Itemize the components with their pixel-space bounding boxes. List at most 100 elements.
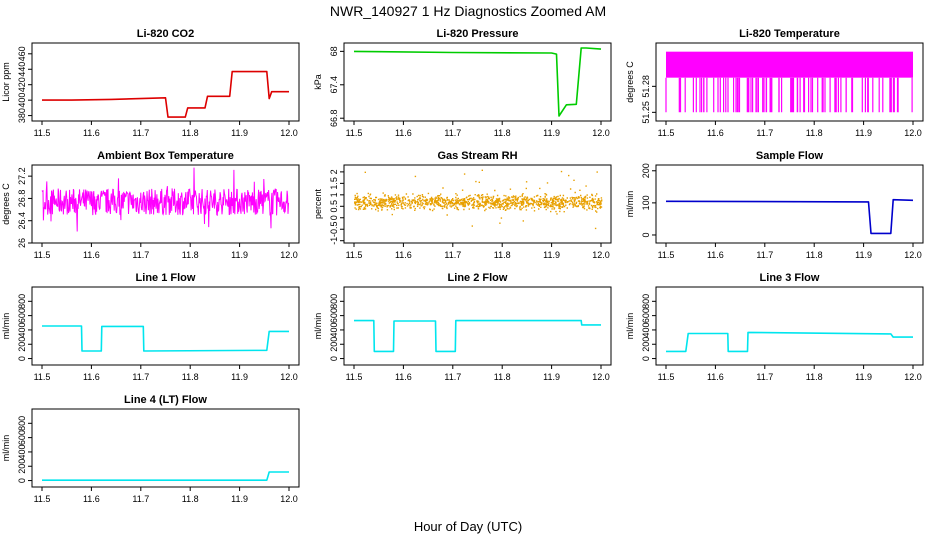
sample-ytick-label: 100 xyxy=(641,195,651,210)
sample-ytick-label: 200 xyxy=(641,163,651,178)
co2-ytick-label: 440 xyxy=(17,62,27,77)
temp-xtick-label: 11.9 xyxy=(855,128,872,138)
line1-xtick-label: 11.8 xyxy=(182,372,199,382)
co2-plot-frame xyxy=(31,42,300,122)
panel-boxtemp: Ambient Box Temperature 11.5 11.6 11.7 11.8 1… xyxy=(1,150,300,260)
line1-xtick-label: 11.6 xyxy=(83,372,100,382)
line1-xtick-label: 12.0 xyxy=(280,372,298,382)
pressure-ytick-label: 66.8 xyxy=(329,109,339,127)
line3-data xyxy=(666,331,913,353)
pressure-xtick-label: 11.7 xyxy=(444,128,461,138)
pressure-ylabel: kPa xyxy=(313,74,323,90)
line2-series-line xyxy=(354,319,601,353)
temp-xtick-label: 11.5 xyxy=(658,128,675,138)
line2-xtick-label: 11.7 xyxy=(444,372,461,382)
rh-xtick-label: 11.6 xyxy=(395,250,412,260)
boxtemp-xtick-label: 11.8 xyxy=(182,250,199,260)
line2-ytick-label: 600 xyxy=(329,308,339,323)
boxtemp-title: Ambient Box Temperature xyxy=(97,150,234,162)
line4-xtick-label: 12.0 xyxy=(280,494,298,504)
rh-xtick-label: 11.5 xyxy=(346,250,363,260)
line3-ytick-label: 600 xyxy=(641,308,651,323)
line1-ytick-label: 600 xyxy=(17,308,27,323)
line3-xtick-label: 11.9 xyxy=(855,372,872,382)
line2-ytick-label: 200 xyxy=(329,337,339,352)
temp-xtick-label: 12.0 xyxy=(904,128,922,138)
temp-xtick-label: 11.6 xyxy=(707,128,724,138)
panel-line3: Line 3 Flow 11.5 11.6 11.7 11.8 11.9 12.0 0 2004… xyxy=(625,272,924,382)
line1-title: Line 1 Flow xyxy=(136,272,196,284)
co2-xtick-label: 11.7 xyxy=(132,128,149,138)
line2-xtick-label: 12.0 xyxy=(592,372,610,382)
line3-ytick-label: 800 xyxy=(641,294,651,309)
line3-ytick-label: 400 xyxy=(641,322,651,337)
line1-xtick-label: 11.7 xyxy=(132,372,149,382)
sample-xtick-label: 11.8 xyxy=(806,250,823,260)
boxtemp-ytick-label: 26.8 xyxy=(17,190,27,208)
line2-ytick-label: 0 xyxy=(329,356,339,361)
sample-xtick-label: 11.7 xyxy=(756,250,773,260)
line2-data xyxy=(354,319,601,353)
co2-title: Li-820 CO2 xyxy=(137,28,194,40)
rh-ylabel: percent xyxy=(313,188,323,219)
line3-xtick-label: 11.8 xyxy=(806,372,823,382)
line4-xtick-label: 11.6 xyxy=(83,494,100,504)
pressure-plot-frame xyxy=(343,42,612,122)
line1-series-line xyxy=(42,325,289,352)
rh-ytick-label: 0.5 xyxy=(329,200,339,213)
line3-title: Line 3 Flow xyxy=(760,272,820,284)
sample-xtick-label: 11.5 xyxy=(658,250,675,260)
rh-scatter-points xyxy=(354,169,603,230)
line1-ylabel: ml/min xyxy=(1,313,11,340)
sample-series-line xyxy=(665,198,914,235)
rh-ytick-label: -0.5 xyxy=(329,221,339,237)
boxtemp-ytick-label: 26.4 xyxy=(17,212,27,230)
pressure-ytick-label: 68 xyxy=(329,46,339,56)
line2-ytick-label: 400 xyxy=(329,322,339,337)
line2-ylabel: ml/min xyxy=(313,313,323,340)
co2-xtick-label: 11.5 xyxy=(34,128,51,138)
line1-data xyxy=(42,325,289,352)
boxtemp-series-line xyxy=(41,167,290,232)
line1-plot-frame xyxy=(31,286,300,366)
boxtemp-xtick-label: 11.9 xyxy=(231,250,248,260)
line2-ytick-label: 800 xyxy=(329,294,339,309)
rh-xtick-label: 11.9 xyxy=(543,250,560,260)
line4-ylabel: ml/min xyxy=(1,435,11,462)
line4-ytick-label: 800 xyxy=(17,416,27,431)
line2-title: Line 2 Flow xyxy=(448,272,508,284)
co2-xtick-label: 11.6 xyxy=(83,128,100,138)
rh-ytick-label: 1 xyxy=(329,192,339,197)
line4-ytick-label: 400 xyxy=(17,444,27,459)
sample-xtick-label: 11.6 xyxy=(707,250,724,260)
line4-title: Line 4 (LT) Flow xyxy=(124,394,207,406)
sample-data xyxy=(665,198,914,235)
boxtemp-xtick-label: 11.6 xyxy=(83,250,100,260)
boxtemp-plot-frame xyxy=(31,164,300,244)
pressure-xtick-label: 11.8 xyxy=(494,128,511,138)
rh-data xyxy=(354,169,603,230)
line4-data xyxy=(42,471,289,481)
line4-xtick-label: 11.8 xyxy=(182,494,199,504)
line4-xtick-label: 11.5 xyxy=(34,494,51,504)
boxtemp-data xyxy=(41,167,290,232)
pressure-xtick-label: 11.6 xyxy=(395,128,412,138)
line1-xtick-label: 11.5 xyxy=(34,372,51,382)
line4-ytick-label: 200 xyxy=(17,459,27,474)
line4-ytick-label: 600 xyxy=(17,430,27,445)
boxtemp-xtick-label: 11.5 xyxy=(34,250,51,260)
line1-ytick-label: 200 xyxy=(17,337,27,352)
temp-plot-frame xyxy=(655,42,924,122)
panel-co2: Li-820 CO2 11.5 11.6 11.7 11.8 11.9 12.0 380400… xyxy=(1,28,300,138)
line2-xtick-label: 11.6 xyxy=(395,372,412,382)
sample-ytick-label: 0 xyxy=(641,232,651,237)
figure-title: NWR_140927 1 Hz Diagnostics Zoomed AM xyxy=(330,3,606,19)
temp-ytick-label: 51.25 xyxy=(641,101,651,124)
panel-line1: Line 1 Flow 11.5 11.6 11.7 11.8 11.9 12.0 0 2004… xyxy=(1,272,300,382)
panel-line2: Line 2 Flow 11.5 11.6 11.7 11.8 11.9 12.0 0 2004… xyxy=(313,272,612,382)
boxtemp-ytick-label: 27.2 xyxy=(17,167,27,185)
line3-xtick-label: 12.0 xyxy=(904,372,922,382)
line4-xtick-label: 11.7 xyxy=(132,494,149,504)
